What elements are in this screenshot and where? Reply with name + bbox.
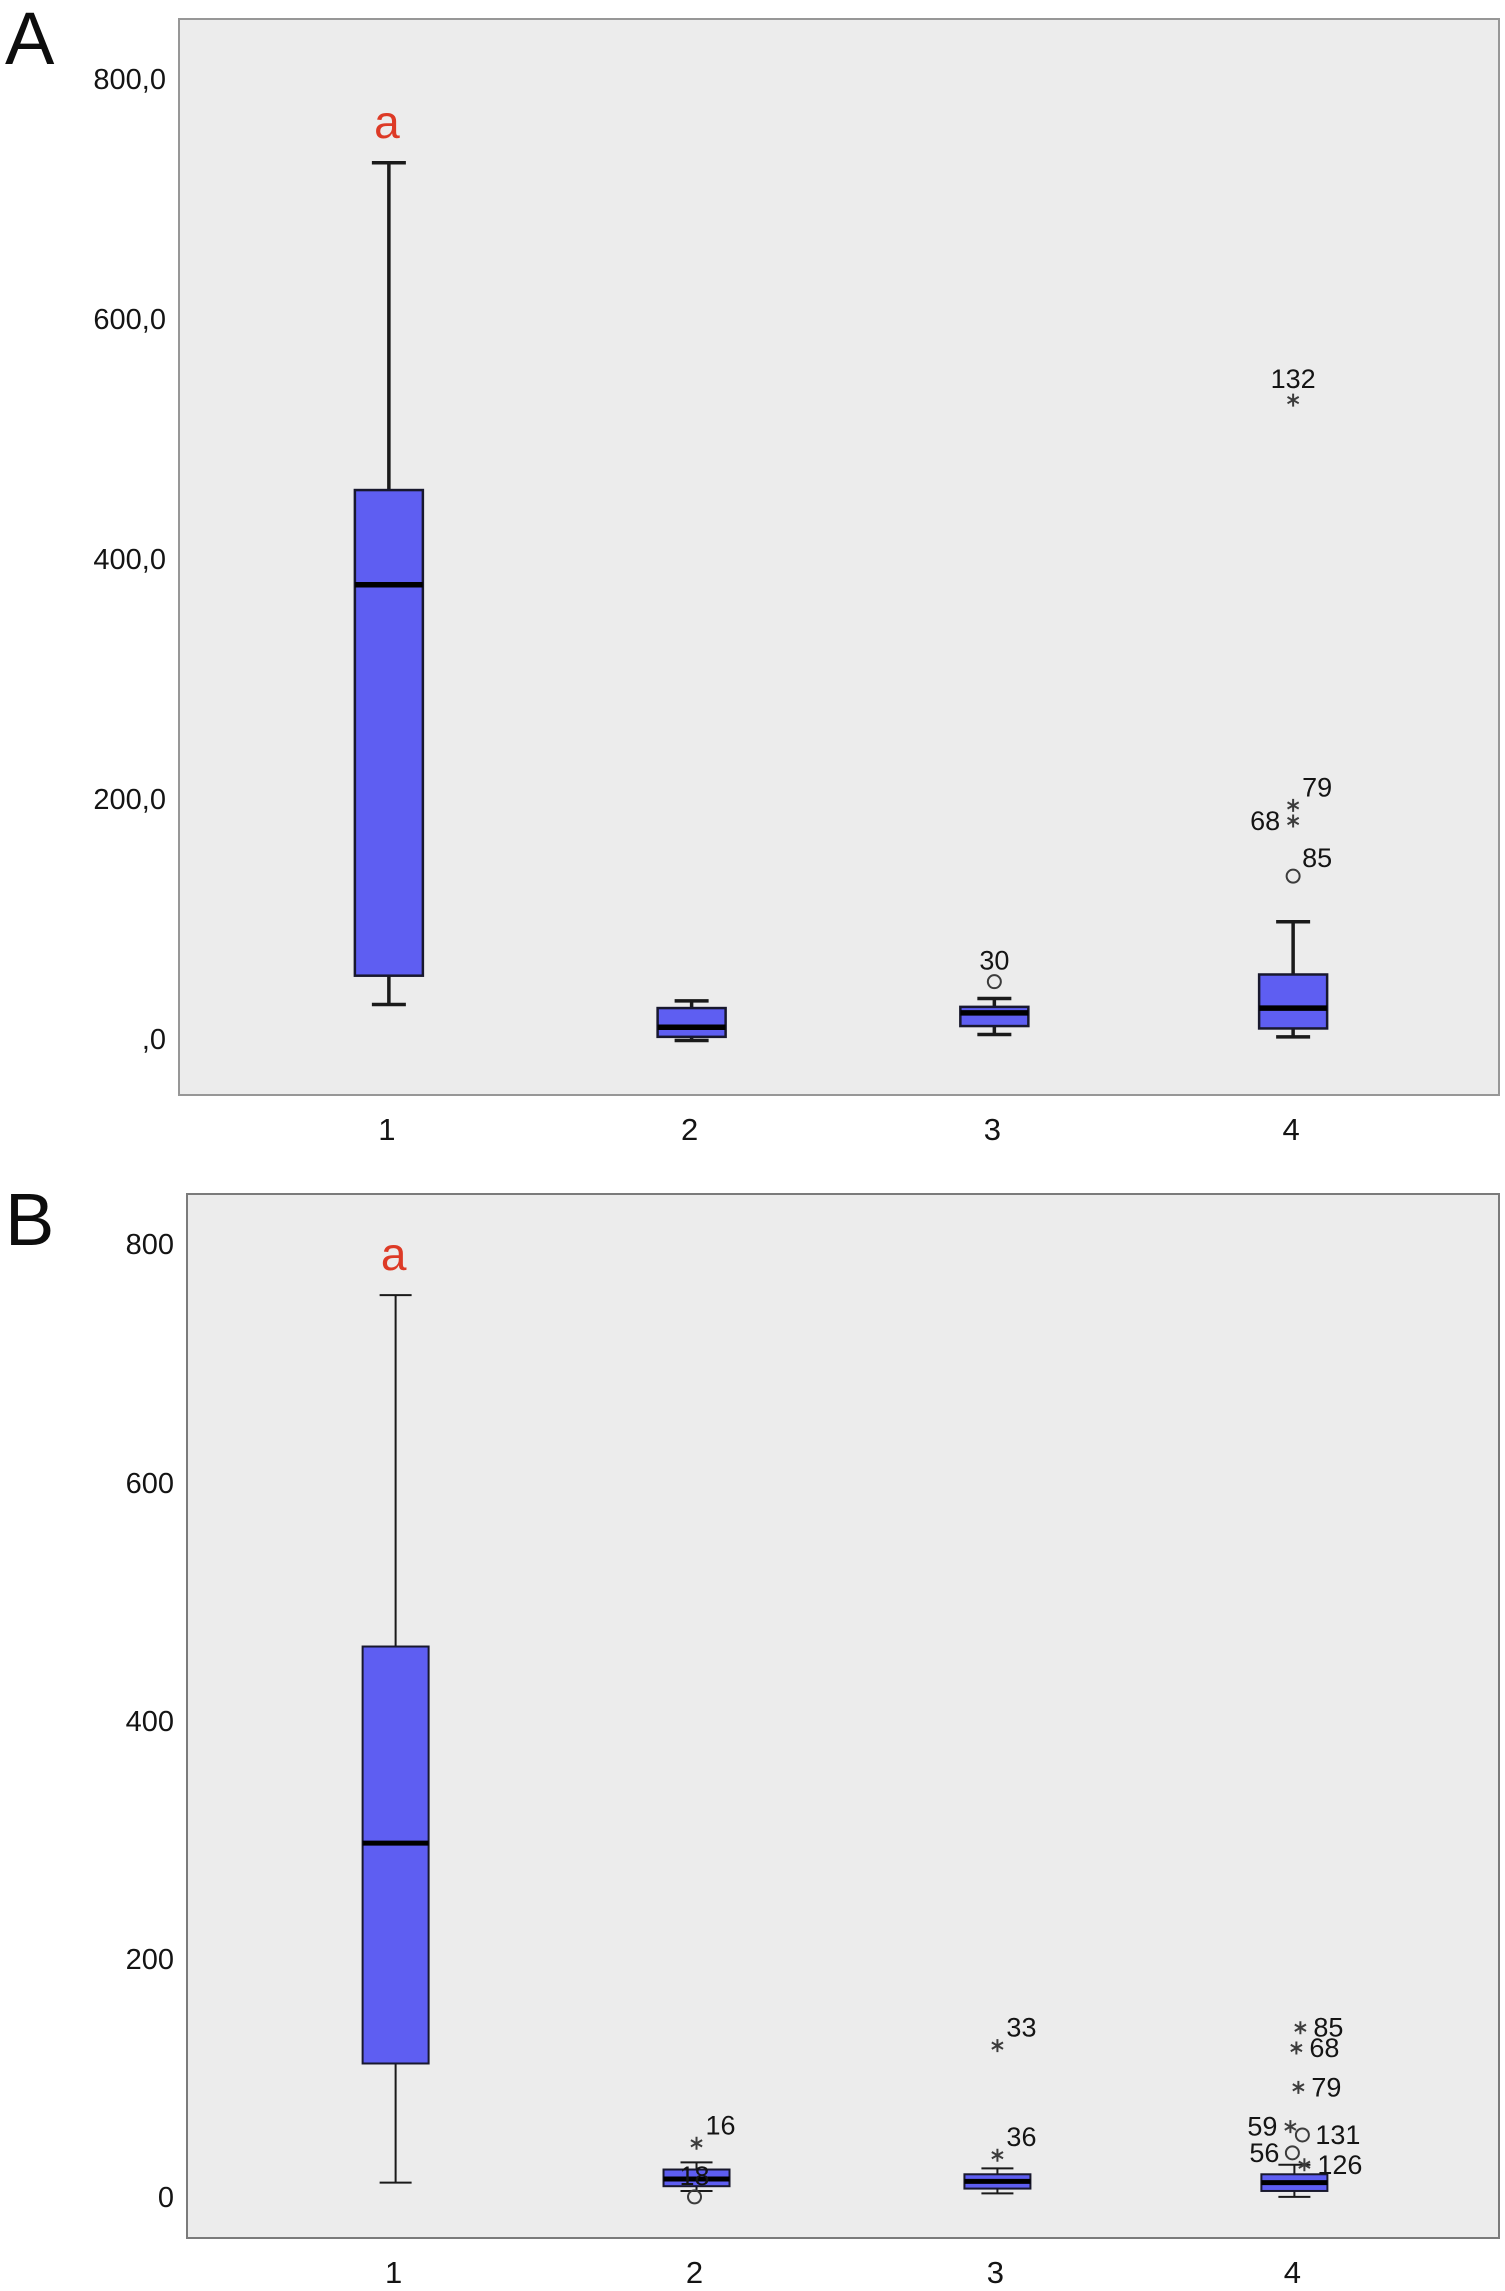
- y-tick-label: 400,0: [93, 543, 166, 576]
- outlier-case-label: 30: [979, 946, 1009, 976]
- outlier-case-label: 68: [1309, 2033, 1339, 2063]
- outlier-star-marker: [991, 2148, 1004, 2162]
- box-group-2: [656, 999, 727, 1043]
- outlier-case-label: 131: [1315, 2120, 1360, 2150]
- box-group-1: [361, 1294, 430, 2184]
- iqr-box: [656, 1006, 727, 1039]
- plot-area-A: 30 132 79 68 85: [178, 18, 1500, 1096]
- significance-annotation: a: [380, 1228, 407, 1281]
- box-group-3: 30: [959, 946, 1030, 1037]
- x-tick-label: 3: [986, 2255, 1005, 2290]
- box-group-1: [353, 160, 425, 1007]
- outlier-case-label: 18: [679, 2161, 709, 2191]
- y-tick-label: 800,0: [93, 64, 166, 97]
- outlier-star-marker: [1287, 393, 1300, 407]
- y-tick-label: 800: [125, 1229, 174, 1262]
- outlier-case-label: 56: [1249, 2138, 1279, 2168]
- y-tick-label: 400: [125, 1705, 174, 1738]
- outlier-star-marker: [1287, 814, 1300, 828]
- box-group-4: 132 79 68 85: [1250, 364, 1332, 1039]
- outlier-star-marker: [1287, 798, 1300, 812]
- y-tick-label: ,0: [141, 1023, 166, 1056]
- iqr-box: [959, 1005, 1030, 1028]
- x-tick-label: 1: [384, 2255, 403, 2290]
- x-tick-label: 4: [1282, 1112, 1300, 1147]
- outlier-case-label: 33: [1006, 2013, 1036, 2043]
- iqr-box: [1257, 973, 1329, 1030]
- box-group-3: 33 36: [963, 2013, 1036, 2195]
- boxplot-svg-A: 30 132 79 68 85: [353, 160, 1332, 1043]
- x-tick-label: 3: [983, 1112, 1001, 1147]
- outlier-case-label: 79: [1311, 2072, 1341, 2102]
- outlier-case-label: 16: [706, 2110, 736, 2140]
- outlier-star-marker: [1292, 2080, 1305, 2094]
- iqr-box: [361, 1645, 430, 2065]
- outlier-circle-marker: [986, 974, 1002, 990]
- x-tick-label: 1: [378, 1112, 396, 1147]
- outlier-case-label: 85: [1302, 843, 1332, 873]
- outlier-star-marker: [1298, 2158, 1311, 2172]
- outlier-star-marker: [1294, 2021, 1307, 2035]
- y-tick-label: 0: [157, 2182, 174, 2215]
- outlier-case-label: 36: [1006, 2122, 1036, 2152]
- outlier-case-label: 132: [1271, 364, 1316, 394]
- x-tick-label: 2: [685, 2255, 704, 2290]
- outlier-case-label: 126: [1317, 2150, 1362, 2180]
- outlier-circle-marker: [1294, 2127, 1310, 2143]
- outlier-circle-marker: [687, 2189, 703, 2205]
- y-tick-label: 200,0: [93, 783, 166, 816]
- y-tick-label: 600: [125, 1467, 174, 1500]
- outlier-star-marker: [1284, 2120, 1297, 2134]
- x-tick-label: 4: [1283, 2255, 1301, 2290]
- outlier-star-marker: [690, 2136, 703, 2150]
- outlier-star-marker: [1290, 2041, 1303, 2055]
- iqr-box: [353, 488, 425, 977]
- significance-annotation: a: [374, 95, 400, 148]
- outlier-circle-marker: [1284, 2145, 1300, 2161]
- outlier-case-label: 79: [1302, 772, 1332, 802]
- panel-label-B: B: [5, 1178, 55, 1261]
- plot-area-B: 16 18 33 36 85 68 79 59 131 56 126: [186, 1193, 1500, 2239]
- outlier-case-label: 85: [1313, 2013, 1343, 2043]
- y-tick-label: 200: [125, 1944, 174, 1977]
- outlier-case-label: 59: [1247, 2112, 1277, 2142]
- panel-label-A: A: [5, 0, 55, 80]
- y-tick-label: 600,0: [93, 304, 166, 337]
- outlier-star-marker: [991, 2039, 1004, 2053]
- outlier-circle-marker: [1285, 868, 1301, 884]
- x-tick-label: 2: [680, 1112, 699, 1147]
- outlier-case-label: 68: [1250, 806, 1280, 836]
